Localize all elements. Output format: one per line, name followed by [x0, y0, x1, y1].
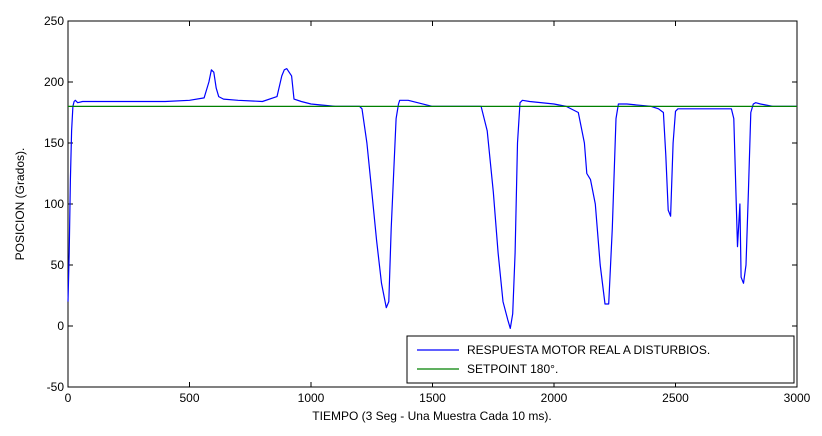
y-tick-label: 250 [44, 14, 64, 28]
plot-area [67, 20, 798, 388]
y-tick-label: 0 [57, 319, 64, 333]
y-tick-label: 50 [51, 258, 65, 272]
y-tick-label: 150 [44, 136, 64, 150]
x-tick-label: 1000 [298, 391, 325, 405]
x-axis-label: TIEMPO (3 Seg - Una Muestra Cada 10 ms). [312, 409, 551, 423]
x-tick-label: 3000 [784, 391, 811, 405]
x-tick-label: 2500 [662, 391, 689, 405]
legend-box [406, 335, 795, 384]
y-tick-label: 200 [44, 75, 64, 89]
x-tick-label: 2000 [541, 391, 568, 405]
x-tick-label: 1500 [419, 391, 446, 405]
legend-label-2: SETPOINT 180°. [467, 362, 558, 376]
y-tick-label: 100 [44, 197, 64, 211]
series-line-1 [67, 67, 797, 329]
x-tick-label: 500 [179, 391, 199, 405]
y-tick-label: -50 [47, 380, 65, 394]
legend: RESPUESTA MOTOR REAL A DISTURBIOS. SETPOI… [406, 335, 795, 384]
x-tick-label: 0 [65, 391, 72, 405]
legend-label-1: RESPUESTA MOTOR REAL A DISTURBIOS. [467, 343, 710, 357]
axis-ticks: 0 500 1000 1500 2000 2500 3000-500501001502002… [44, 14, 811, 405]
y-axis-label: POSICION (Grados). [13, 148, 27, 261]
series-lines [67, 67, 797, 329]
